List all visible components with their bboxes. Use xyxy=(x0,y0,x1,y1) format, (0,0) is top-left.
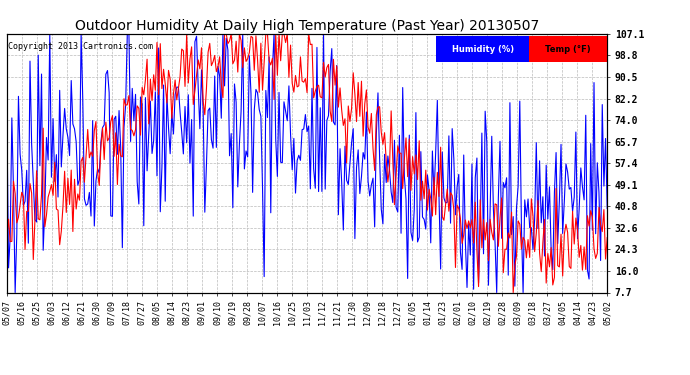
Text: Copyright 2013 Cartronics.com: Copyright 2013 Cartronics.com xyxy=(8,42,152,51)
Title: Outdoor Humidity At Daily High Temperature (Past Year) 20130507: Outdoor Humidity At Daily High Temperatu… xyxy=(75,19,539,33)
FancyBboxPatch shape xyxy=(436,36,529,62)
Text: Temp (°F): Temp (°F) xyxy=(545,45,591,54)
Text: Humidity (%): Humidity (%) xyxy=(451,45,513,54)
FancyBboxPatch shape xyxy=(529,36,607,62)
